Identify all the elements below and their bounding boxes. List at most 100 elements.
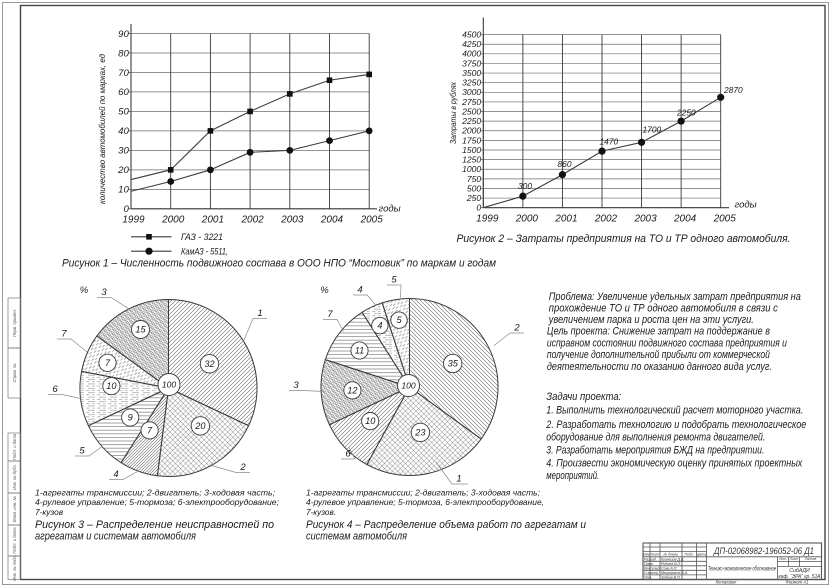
svg-text:30: 30 <box>118 146 129 157</box>
svg-text:исправном состоянии подвижного: исправном состоянии подвижного состава п… <box>547 338 787 350</box>
svg-text:оборудование для выполнения ре: оборудование для выполнения ремонта двиг… <box>546 432 765 444</box>
svg-text:увеличением парка и роста цен: увеличением парка и роста цен на эти усл… <box>548 314 754 326</box>
svg-text:Подп.: Подп. <box>684 553 693 557</box>
svg-text:КамАЗ - 5511,: КамАЗ - 5511, <box>181 247 228 258</box>
svg-text:2004: 2004 <box>673 214 697 225</box>
svg-text:Утв.: Утв. <box>644 576 652 580</box>
svg-text:20: 20 <box>194 421 206 431</box>
svg-text:60: 60 <box>118 87 129 98</box>
svg-text:Подп. и дата: Подп. и дата <box>12 527 17 554</box>
svg-text:1000: 1000 <box>462 164 481 174</box>
svg-text:7: 7 <box>327 309 333 320</box>
svg-text:Зубков В.П.: Зубков В.П. <box>661 576 681 580</box>
svg-text:2000: 2000 <box>161 215 185 226</box>
svg-text:7: 7 <box>105 358 111 368</box>
svg-text:Разраб.: Разраб. <box>644 557 657 561</box>
svg-text:Справ. №: Справ. № <box>12 363 17 382</box>
svg-text:100: 100 <box>401 380 416 390</box>
svg-text:2000: 2000 <box>515 214 539 225</box>
svg-text:10: 10 <box>118 185 129 196</box>
svg-text:32: 32 <box>204 359 214 369</box>
svg-text:2: 2 <box>513 323 520 334</box>
svg-text:3500: 3500 <box>462 68 481 78</box>
svg-text:Взам. инв. №: Взам. инв. № <box>12 496 17 522</box>
svg-text:1: 1 <box>257 308 262 319</box>
svg-text:4: 4 <box>113 469 118 480</box>
svg-text:Изм: Изм <box>643 553 650 557</box>
svg-text:5: 5 <box>391 275 397 286</box>
svg-text:2001: 2001 <box>201 215 224 226</box>
svg-text:Рисунок 4 – Распределение объе: Рисунок 4 – Распределение объема работ п… <box>306 519 586 531</box>
svg-text:35: 35 <box>448 359 459 369</box>
svg-text:50: 50 <box>118 107 129 118</box>
svg-text:80: 80 <box>118 48 129 59</box>
svg-text:7-кузов: 7-кузов <box>35 507 64 517</box>
svg-text:6: 6 <box>52 384 58 395</box>
svg-text:1. Выполнить технологический р: 1. Выполнить технологический расчет мото… <box>546 404 803 416</box>
svg-text:12: 12 <box>347 386 357 396</box>
svg-text:2: 2 <box>239 462 246 473</box>
svg-text:2870: 2870 <box>723 85 743 95</box>
svg-text:2003: 2003 <box>280 215 304 226</box>
svg-text:Сова А.П.: Сова А.П. <box>661 567 677 571</box>
svg-text:Перв. примен.: Перв. примен. <box>12 309 17 337</box>
svg-text:40: 40 <box>118 126 129 137</box>
svg-text:СибАДИ: СибАДИ <box>789 568 810 574</box>
svg-text:Проблема: Увеличение удельных: Проблема: Увеличение удельных затрат пре… <box>549 291 801 303</box>
svg-text:3: 3 <box>101 287 107 298</box>
svg-text:3000: 3000 <box>462 87 481 97</box>
svg-text:4-рулевое управление; 5-тормоз: 4-рулевое управление; 5-тормоза; 6-элект… <box>35 497 280 507</box>
svg-text:3250: 3250 <box>462 78 481 88</box>
svg-text:годы: годы <box>379 204 401 215</box>
svg-text:10: 10 <box>365 416 376 426</box>
svg-text:6: 6 <box>345 449 351 460</box>
svg-text:Затраты в рублях: Затраты в рублях <box>449 81 458 144</box>
svg-text:5: 5 <box>79 446 85 457</box>
svg-text:23: 23 <box>414 428 426 438</box>
svg-text:2005: 2005 <box>360 215 384 226</box>
svg-text:Листов: Листов <box>804 557 817 561</box>
svg-text:4: 4 <box>377 321 382 331</box>
svg-text:Лист: Лист <box>789 557 799 561</box>
svg-text:1500: 1500 <box>462 145 481 155</box>
svg-text:90: 90 <box>118 29 129 40</box>
svg-text:ГАЗ - 3221: ГАЗ - 3221 <box>181 232 223 243</box>
svg-text:70: 70 <box>118 68 129 79</box>
svg-text:%: % <box>320 285 329 296</box>
svg-text:4. Произвести экономическую оц: 4. Произвести экономическую оценку приня… <box>546 458 802 470</box>
svg-text:4000: 4000 <box>462 49 481 59</box>
svg-text:7: 7 <box>147 426 153 436</box>
svg-text:Лист: Лист <box>650 553 660 557</box>
svg-text:Подп. и дата: Подп. и дата <box>12 433 17 460</box>
svg-text:Лит.: Лит. <box>778 557 787 561</box>
svg-text:Рисунок 1 – Численность подвиж: Рисунок 1 – Численность подвижного соста… <box>62 257 496 269</box>
svg-text:агрегатам и системам автомобил: агрегатам и системам автомобиля <box>35 531 196 543</box>
svg-text:2001: 2001 <box>554 214 577 225</box>
svg-text:Технико-экономическое обоснова: Технико-экономическое обоснование <box>708 565 776 573</box>
svg-text:прохождение ТО и ТР одного авт: прохождение ТО и ТР одного автомобиля в … <box>549 303 778 315</box>
svg-text:10: 10 <box>106 381 117 391</box>
svg-text:2000: 2000 <box>461 126 481 136</box>
svg-text:1700: 1700 <box>643 125 662 135</box>
svg-text:Мещеряков А.А.: Мещеряков А.А. <box>661 571 688 575</box>
svg-text:1250: 1250 <box>462 155 481 165</box>
svg-text:Консульт: Консульт <box>644 567 661 571</box>
svg-text:4500: 4500 <box>462 30 481 40</box>
svg-text:1: 1 <box>456 474 461 485</box>
svg-text:%: % <box>80 285 89 296</box>
svg-text:Кузнецов Д.В.: Кузнецов Д.В. <box>661 557 684 561</box>
svg-text:ДП-02068982-196052-06 Д1: ДП-02068982-196052-06 Д1 <box>713 546 814 557</box>
svg-text:500: 500 <box>467 183 482 193</box>
svg-text:15: 15 <box>135 325 146 335</box>
svg-text:2002: 2002 <box>594 214 618 225</box>
svg-text:1-агрегаты трансмиссии; 2-двиг: 1-агрегаты трансмиссии; 2-двигатель; 3-х… <box>306 488 541 498</box>
svg-text:0: 0 <box>476 203 481 213</box>
svg-text:Цель проекта: Снижение затрат: Цель проекта: Снижение затрат на поддерж… <box>547 326 770 338</box>
svg-text:2750: 2750 <box>461 97 481 107</box>
svg-text:Рисунок 2 – Затраты предприяти: Рисунок 2 – Затраты предприятия на ТО и … <box>457 233 791 245</box>
svg-text:2250: 2250 <box>676 108 696 118</box>
svg-text:9: 9 <box>128 413 133 423</box>
svg-text:каф. “ЭРА” гр. 51А: каф. “ЭРА” гр. 51А <box>779 574 821 580</box>
svg-text:2003: 2003 <box>633 214 657 225</box>
svg-text:300: 300 <box>518 181 532 191</box>
